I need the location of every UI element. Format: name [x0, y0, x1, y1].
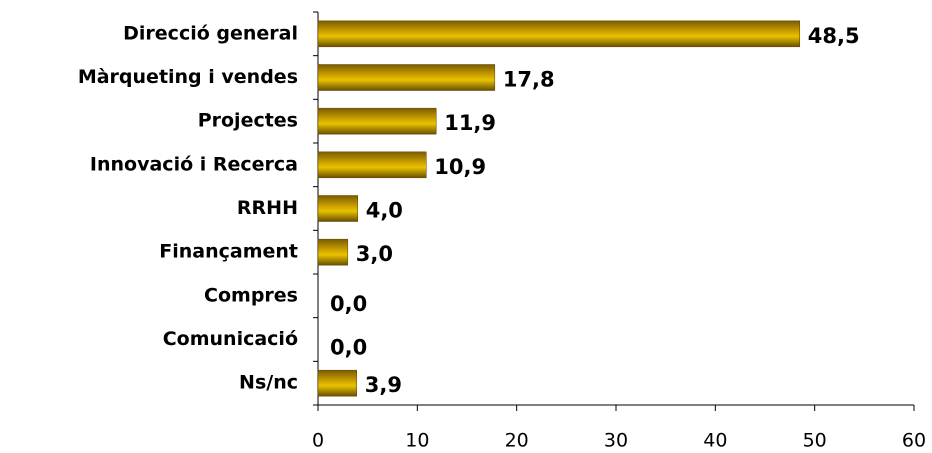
bar [317, 238, 349, 266]
bar [317, 20, 801, 48]
x-tick-label: 40 [703, 430, 727, 452]
category-label: Projectes [198, 110, 298, 132]
category-label: RRHH [237, 197, 298, 219]
bar [317, 64, 496, 91]
bar [317, 151, 427, 179]
category-label: Direcció general [123, 22, 298, 44]
data-label: 3,0 [356, 242, 393, 266]
data-label: 3,9 [365, 373, 402, 397]
category-label: Ns/nc [239, 372, 298, 394]
bar [317, 107, 437, 135]
category-label: Finançament [159, 241, 298, 263]
data-label: 0,0 [330, 336, 367, 360]
category-label: Innovació i Recerca [90, 153, 298, 175]
data-label: 17,8 [503, 68, 555, 92]
x-tick-label: 20 [505, 430, 529, 452]
x-tick-label: 60 [902, 430, 926, 452]
x-tick-label: 0 [312, 430, 324, 452]
data-label: 4,0 [366, 199, 403, 223]
x-tick-label: 30 [604, 430, 628, 452]
x-tick-label: 50 [803, 430, 827, 452]
data-label: 0,0 [330, 292, 367, 316]
category-label: Comunicació [163, 328, 298, 350]
category-label: Màrqueting i vendes [78, 66, 298, 88]
data-label: 10,9 [434, 155, 486, 179]
bar [317, 195, 358, 222]
data-label: 11,9 [444, 111, 496, 135]
data-label: 48,5 [808, 24, 860, 48]
bar [317, 369, 357, 397]
x-tick-label: 10 [405, 430, 429, 452]
category-label: Compres [204, 284, 298, 306]
